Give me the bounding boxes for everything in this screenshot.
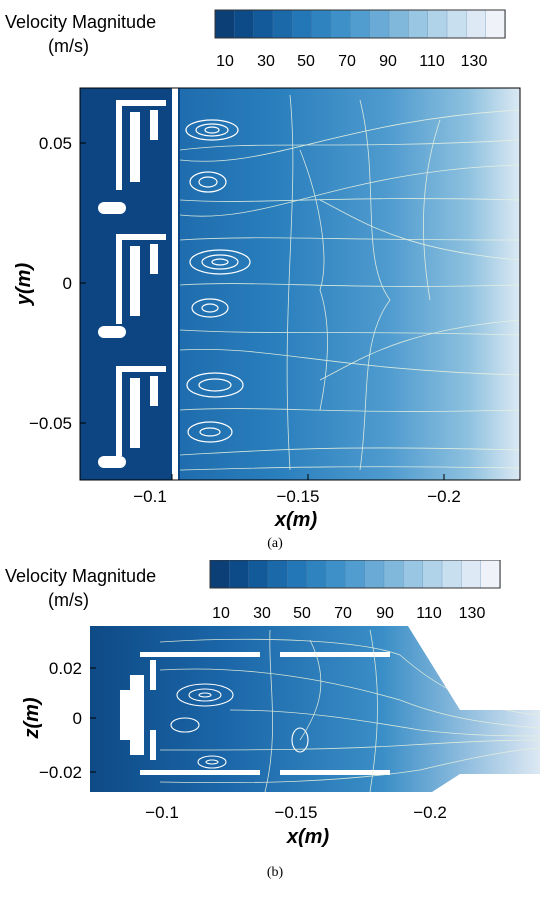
- caption-a: (a): [267, 536, 283, 551]
- colorbar: [209, 559, 501, 589]
- colorbar-swatch: [466, 9, 487, 39]
- colorbar-tick: 90: [376, 605, 394, 622]
- colorbar-tick: 110: [419, 53, 445, 70]
- colorbar-swatch: [292, 9, 313, 39]
- colorbar-swatch: [485, 9, 506, 39]
- y-tick-labels: 0.02 0 −0.02: [39, 659, 82, 782]
- colorbar-swatch: [330, 9, 351, 39]
- x-tick: −0.2: [413, 803, 447, 822]
- x-tick-labels: −0.1 −0.15 −0.2: [133, 487, 461, 506]
- x-axis-label: x(m): [274, 509, 318, 531]
- figure-panel-b: Velocity Magnitude (m/s) 10 30 50 70 90 …: [0, 559, 550, 895]
- colorbar-tick: 90: [379, 53, 397, 70]
- colorbar-swatch: [427, 9, 448, 39]
- plot-frame: [79, 87, 521, 481]
- colorbar-tick: 130: [459, 605, 486, 622]
- y-tick: 0: [63, 274, 72, 293]
- colorbar-swatch: [229, 559, 250, 589]
- y-tick: −0.02: [39, 763, 82, 782]
- colorbar-swatch: [364, 559, 385, 589]
- x-tick-labels: −0.1 −0.15 −0.2: [145, 803, 447, 822]
- vortex-streamlines: [185, 119, 251, 443]
- colorbar-tick: 70: [334, 605, 352, 622]
- colorbar: [214, 9, 506, 39]
- y-axis-label: y(m): [13, 263, 35, 307]
- colorbar-swatch: [441, 559, 462, 589]
- x-tick: −0.15: [274, 803, 317, 822]
- colorbar-swatch: [422, 559, 443, 589]
- colorbar-tick: 130: [461, 53, 488, 70]
- streamlines: [179, 94, 520, 471]
- colorbar-tick: 50: [297, 53, 315, 70]
- colorbar-unit: (m/s): [48, 590, 89, 610]
- y-tick: 0.02: [49, 659, 82, 678]
- colorbar-tick: 30: [253, 605, 271, 622]
- colorbar-swatch: [388, 9, 409, 39]
- x-tick: −0.2: [427, 487, 461, 506]
- colorbar-title: Velocity Magnitude: [5, 12, 156, 32]
- colorbar-swatch: [272, 9, 293, 39]
- colorbar-swatch: [287, 559, 308, 589]
- panel-b-svg: Velocity Magnitude (m/s) 10 30 50 70 90 …: [5, 559, 540, 848]
- colorbar-swatch: [461, 559, 482, 589]
- colorbar-tick: 10: [212, 605, 230, 622]
- colorbar-tick: 70: [338, 53, 356, 70]
- velocity-contour-field: [90, 626, 540, 792]
- axis-ticks: [80, 142, 445, 480]
- colorbar-swatch: [383, 559, 404, 589]
- colorbar-swatch: [403, 559, 424, 589]
- colorbar-tick: 110: [416, 605, 442, 622]
- colorbar-swatch: [446, 9, 467, 39]
- colorbar-title: Velocity Magnitude: [5, 566, 156, 586]
- colorbar-tick: 50: [293, 605, 311, 622]
- combustor-geometry: [120, 652, 390, 775]
- y-tick: −0.05: [29, 414, 72, 433]
- colorbar-swatch: [480, 559, 501, 589]
- colorbar-swatch: [345, 559, 366, 589]
- colorbar-swatch: [350, 9, 371, 39]
- y-tick-labels: 0.05 0 −0.05: [29, 134, 72, 433]
- y-tick: 0.05: [39, 134, 72, 153]
- combustor-geometry: [98, 88, 178, 480]
- colorbar-swatch: [214, 9, 235, 39]
- y-axis-label: z(m): [21, 697, 43, 739]
- colorbar-frame: [214, 9, 506, 39]
- colorbar-swatch: [234, 9, 255, 39]
- vortex-streamlines: [170, 683, 309, 769]
- axis-ticks: [90, 667, 96, 773]
- colorbar-tick: 10: [216, 53, 234, 70]
- colorbar-unit: (m/s): [48, 36, 89, 56]
- colorbar-swatch: [369, 9, 390, 39]
- colorbar-swatch: [248, 559, 269, 589]
- x-tick: −0.1: [145, 803, 179, 822]
- colorbar-swatch: [267, 559, 288, 589]
- colorbar-swatch: [311, 9, 332, 39]
- x-tick: −0.1: [133, 487, 167, 506]
- colorbar-tick-labels: 10 30 50 70 90 110 130: [216, 53, 487, 70]
- colorbar-frame: [209, 559, 501, 589]
- caption-b: (b): [266, 865, 284, 880]
- x-tick: −0.15: [276, 487, 319, 506]
- y-tick: 0: [73, 709, 82, 728]
- colorbar-swatch: [253, 9, 274, 39]
- colorbar-tick-labels: 10 30 50 70 90 110 130: [212, 605, 485, 622]
- x-axis-label: x(m): [286, 826, 330, 848]
- colorbar-swatch: [325, 559, 346, 589]
- colorbar-swatch: [306, 559, 327, 589]
- velocity-contour-field: [80, 88, 520, 480]
- colorbar-swatch: [209, 559, 230, 589]
- colorbar-tick: 30: [257, 53, 275, 70]
- panel-a-svg: Velocity Magnitude (m/s) 10 30 50 70 90 …: [5, 9, 521, 531]
- figure-panel-a: Velocity Magnitude (m/s) 10 30 50 70 90 …: [5, 9, 521, 551]
- colorbar-swatch: [408, 9, 429, 39]
